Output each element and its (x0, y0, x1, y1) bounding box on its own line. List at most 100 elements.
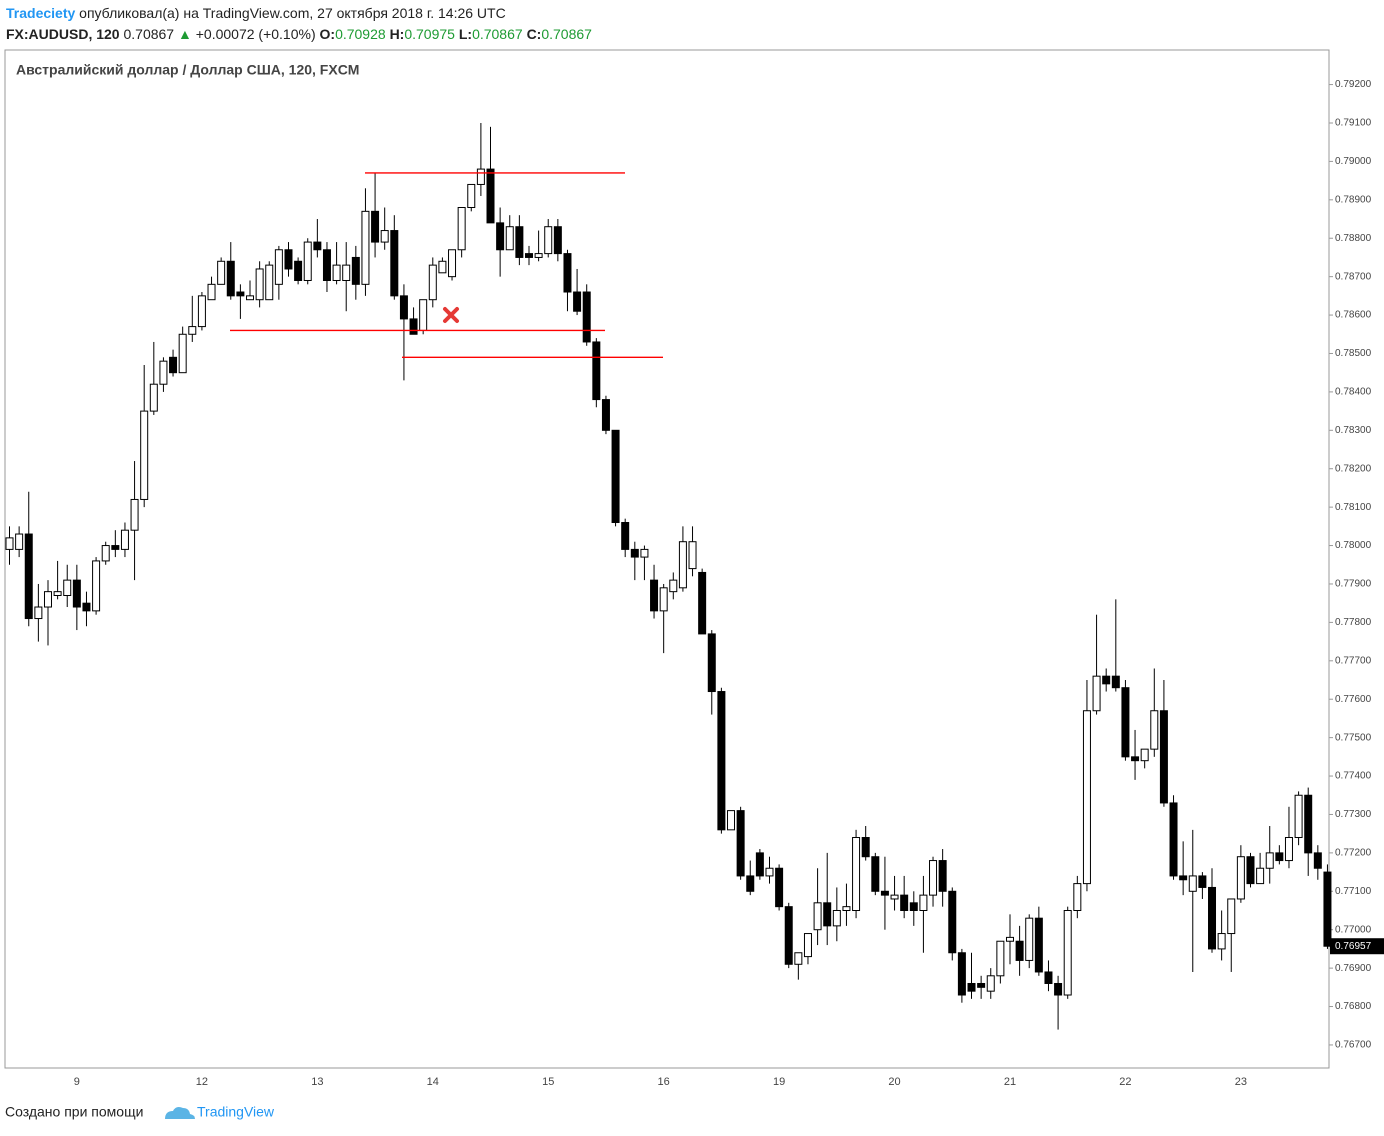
candle-body (842, 906, 851, 911)
candle-body (476, 168, 485, 185)
candle-body (1005, 936, 1014, 942)
candle-body (15, 533, 24, 550)
x-tick-label: 12 (196, 1076, 208, 1088)
c-label: C: (526, 26, 542, 42)
candle-body (448, 249, 457, 278)
y-tick-label: 0.77300 (1335, 809, 1372, 820)
candle-body (592, 341, 601, 401)
candle-body (361, 210, 370, 285)
candle-body (1131, 756, 1140, 762)
y-tick-label: 0.76700 (1335, 1040, 1372, 1051)
x-tick-label: 21 (1004, 1076, 1016, 1088)
candle-body (977, 982, 986, 988)
candle-body (1150, 710, 1159, 750)
candle-body (803, 933, 812, 958)
change: +0.00072 (+0.10%) (195, 26, 316, 42)
y-tick-label: 0.78900 (1335, 194, 1372, 205)
candle-body (159, 360, 168, 385)
h-label: H: (389, 26, 405, 42)
candle-body (34, 606, 43, 620)
candle-body (1054, 982, 1063, 996)
chart-title: Австралийский доллар / Доллар США, 120, … (16, 62, 359, 78)
candle-body (621, 522, 630, 550)
candle-body (996, 940, 1005, 977)
footer-brand[interactable]: TradingView (197, 1104, 275, 1120)
candle-body (409, 318, 418, 335)
candle-body (900, 894, 909, 911)
candle-body (755, 852, 764, 877)
symbol: FX:AUDUSD, 120 (6, 26, 120, 42)
candle-body (1323, 871, 1332, 947)
candle-body (1015, 940, 1024, 961)
candle-body (505, 226, 514, 251)
y-tick-label: 0.78400 (1335, 387, 1372, 398)
candle-body (274, 249, 283, 285)
candle-body (284, 249, 293, 270)
candle-body (1265, 852, 1274, 869)
candle-body (630, 548, 639, 558)
candle-body (1082, 710, 1091, 885)
candle-body (669, 579, 678, 593)
candle-body (53, 591, 62, 596)
candle-body (1044, 971, 1053, 984)
candle-body (390, 230, 399, 297)
candle-body (82, 602, 91, 612)
x-tick-label: 13 (311, 1076, 323, 1088)
candle-body (775, 867, 784, 908)
candle-body (515, 226, 524, 258)
y-tick-label: 0.77200 (1335, 848, 1372, 859)
candle-body (698, 571, 707, 635)
o-label: O: (319, 26, 336, 42)
published: опубликовал(а) на TradingView.com, 27 ок… (79, 5, 506, 21)
candle-body (1236, 856, 1245, 900)
candle-body (659, 587, 668, 612)
candle-body (486, 168, 495, 224)
candle-body (861, 837, 870, 858)
candle-body (707, 633, 716, 693)
y-tick-label: 0.77500 (1335, 732, 1372, 743)
candle-body (92, 560, 101, 612)
candle-body (43, 591, 52, 608)
candle-body (611, 429, 620, 524)
candle-body (1140, 748, 1149, 762)
candle-body (852, 837, 861, 911)
candle-body (1179, 875, 1188, 881)
candle-body (563, 253, 572, 293)
candle-body (986, 975, 995, 992)
candle-body (1304, 794, 1313, 854)
candle-body (1208, 886, 1217, 950)
candle-body (582, 291, 591, 343)
candle-body (880, 890, 889, 896)
candle-body (303, 241, 312, 281)
candle-body (101, 545, 110, 562)
candle-body (265, 264, 274, 301)
candle-body (342, 264, 351, 281)
candle-body (832, 909, 841, 927)
candle-body (765, 867, 774, 877)
candle-body (496, 222, 505, 251)
candle-body (438, 260, 447, 274)
candle-body (72, 579, 81, 608)
candle-body (534, 253, 543, 258)
o-value: 0.70928 (335, 26, 386, 42)
y-tick-label: 0.77000 (1335, 924, 1372, 935)
y-tick-label: 0.77900 (1335, 579, 1372, 590)
candle-body (120, 529, 129, 550)
y-tick-label: 0.76800 (1335, 1001, 1372, 1012)
x-tick-label: 14 (427, 1076, 439, 1088)
candle-body (1025, 917, 1034, 961)
y-tick-label: 0.78500 (1335, 348, 1372, 359)
candle-body (1227, 898, 1236, 935)
candle-body (784, 906, 793, 965)
author[interactable]: Tradeciety (6, 5, 76, 21)
red-x (443, 307, 459, 323)
candle-body (294, 260, 303, 281)
candle-body (313, 241, 322, 251)
x-tick-label: 20 (888, 1076, 900, 1088)
candle-body (178, 333, 187, 374)
candle-body (380, 230, 389, 243)
candle-body (63, 579, 72, 596)
candle-body (399, 295, 408, 320)
y-tick-label: 0.77600 (1335, 694, 1372, 705)
